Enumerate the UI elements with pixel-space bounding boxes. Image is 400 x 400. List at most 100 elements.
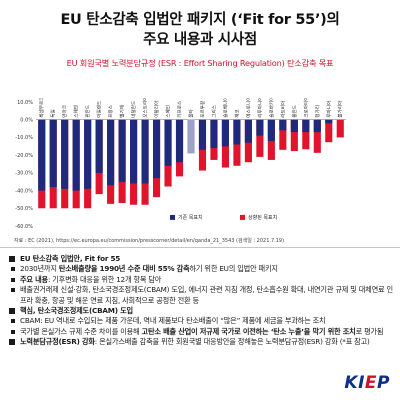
- small-square-bullet-icon: [11, 277, 15, 282]
- divider: [0, 247, 400, 248]
- category-label: 핀란드: [84, 105, 91, 118]
- category-label: 리투아니아: [256, 98, 263, 118]
- bar-existing-target: [175, 119, 184, 163]
- bar-raised-target: [279, 119, 287, 150]
- section-heading-text: 핵심, 탄소국경조정제도(CBAM) 도입: [20, 306, 133, 316]
- category-label: 이탈리아: [153, 100, 160, 118]
- legend-swatch-raised: [240, 214, 245, 220]
- category-label: 체코: [233, 109, 240, 117]
- bar-existing-target: [233, 119, 241, 145]
- bar-existing-target: [61, 119, 69, 189]
- bar-existing-target: [302, 119, 310, 133]
- bullet-item: 2030년까지 탄소배출량을 1990년 수준 대비 55% 감축하기 위한 E…: [9, 264, 394, 274]
- category-label: 네덜란드: [130, 101, 137, 118]
- kiep-logo: KIEP: [344, 373, 390, 393]
- category-label: 독일: [50, 109, 57, 117]
- bar-existing-target: [256, 119, 264, 136]
- square-bullet-icon: [9, 339, 15, 346]
- legend-label-existing: 기존 목표치: [178, 214, 203, 221]
- category-label: 에스토니아: [245, 98, 252, 118]
- category-label: 몰타: [188, 108, 195, 117]
- section-heading: 핵심, 탄소국경조정제도(CBAM) 도입: [9, 306, 394, 316]
- bar-chart: 10.0% 0.0% -10.0% -20.0% -30.0% -40.0% -50.0% -…: [15, 96, 346, 230]
- category-label: 슬로바키아: [268, 98, 275, 118]
- bullet-item: 국가별 온실가스 규제 수준 차이를 이용해 고탄소 배출 산업이 저규제 국가…: [9, 327, 394, 337]
- y-tick-label: -30.0%: [15, 171, 33, 177]
- bar-existing-target: [152, 119, 161, 179]
- category-label: 그리스: [210, 105, 217, 118]
- chart-area: 10.0% 0.0% -10.0% -20.0% -30.0% -40.0% -50.0% -…: [10, 96, 390, 232]
- bar-raised-target: [256, 119, 264, 157]
- section-heading: 노력분담규정(ESR) 강화: 온실가스배출 감축을 위한 회원국별 대응방안을…: [9, 337, 394, 347]
- y-tick-label: -50.0%: [15, 206, 33, 212]
- bar-raised-target: [313, 119, 321, 153]
- category-label: 오스트리아: [142, 98, 149, 118]
- category-label: 스웨덴: [73, 105, 80, 118]
- bar-existing-target: [141, 119, 149, 184]
- category-label: 루마니아: [325, 100, 332, 118]
- bar-existing-target: [198, 119, 207, 150]
- small-square-bullet-icon: [11, 319, 15, 324]
- section-heading-text: 노력분담규정(ESR) 강화: 온실가스배출 감축을 위한 회원국별 대응방안을…: [20, 337, 370, 347]
- bar-existing-target: [130, 119, 138, 184]
- bar-existing-target: [95, 119, 103, 173]
- category-label: 라트비아: [279, 100, 286, 118]
- category-label: 프랑스: [107, 105, 114, 118]
- y-tick-label: -10.0%: [15, 135, 33, 141]
- category-label: 슬로베니아: [222, 98, 229, 118]
- y-tick-label: -40.0%: [15, 188, 33, 194]
- category-label: 스페인: [165, 105, 172, 118]
- bar-existing-target: [118, 119, 126, 182]
- bar-existing-target: [84, 119, 92, 189]
- y-tick-label: -20.0%: [15, 153, 33, 159]
- bullet-item: 배출권거래제 신설·강화, 탄소국경조정제도(CBAM) 도입, 에너지 관련 …: [9, 285, 394, 306]
- category-label: 불가리아: [337, 100, 344, 118]
- small-square-bullet-icon: [11, 288, 15, 293]
- bar-existing-target: [49, 119, 57, 188]
- small-square-bullet-icon: [11, 267, 15, 272]
- category-label: 덴마크: [61, 105, 68, 118]
- chart-title: EU 회원국별 노력분담규정 (ESR : Effort Sharing Reg…: [66, 58, 334, 68]
- legend-swatch-existing: [170, 214, 175, 220]
- page-title-line1: EU 탄소감축 입법안 패키지 (‘Fit for 55’)의: [60, 12, 340, 28]
- category-label: 헝가리: [314, 105, 321, 118]
- bar-raised-target: [336, 119, 344, 138]
- section-heading-text: EU 탄소감축 입법안, Fit for 55: [20, 254, 121, 263]
- section-heading: EU 탄소감축 입법안, Fit for 55: [9, 254, 394, 264]
- bar-existing-target: [325, 119, 333, 124]
- bar-existing-target: [72, 119, 80, 191]
- bar-raised-target: [325, 119, 333, 143]
- bullet-item: CBAM: EU 역내로 수입되는 제품 가운데, 역내 제품보다 탄소배출이 …: [9, 316, 394, 326]
- category-label: 키프로스: [176, 101, 183, 118]
- category-label: 룩셈부르크: [38, 98, 45, 118]
- bar-existing-target: [279, 119, 287, 131]
- small-square-bullet-icon: [11, 329, 15, 334]
- bullet-item: 주요 내용: 기후변화 대응을 위한 12개 항목 담아: [9, 275, 394, 285]
- bar-existing-target: [38, 119, 46, 191]
- y-tick-label: 0.0%: [20, 118, 33, 124]
- category-label: 크로아티아: [302, 98, 309, 118]
- bar-raised-target: [290, 119, 298, 152]
- bar-existing-target: [221, 119, 230, 147]
- category-label: 폴란드: [291, 105, 298, 118]
- bar-existing-target: [187, 119, 195, 154]
- page-title-line2: 주요 내용과 시사점: [143, 32, 257, 48]
- source-note: 자료 : EC (2021), https://ec.europa.eu/com…: [14, 238, 285, 244]
- bar-existing-target: [107, 119, 115, 186]
- category-label: 포르투갈: [199, 100, 206, 118]
- bar-raised-target: [302, 119, 310, 150]
- title-block: EU 탄소감축 입법안 패키지 (‘Fit for 55’)의 주요 내용과 시…: [0, 0, 400, 69]
- category-label: 벨기에: [119, 105, 126, 118]
- bar-existing-target: [290, 119, 298, 133]
- legend-label-raised: 상향된 목표치: [248, 214, 277, 221]
- bar-existing-target: [164, 119, 172, 166]
- bar-existing-target: [313, 119, 321, 133]
- y-tick-label: -60.0%: [15, 224, 33, 230]
- bar-existing-target: [210, 119, 218, 149]
- summary-bullets: EU 탄소감축 입법안, Fit for 55 2030년까지 탄소배출량을 19…: [9, 254, 394, 348]
- bar-existing-target: [244, 119, 252, 143]
- square-bullet-icon: [9, 308, 15, 315]
- category-label: 아일랜드: [96, 101, 103, 118]
- y-tick-label: 10.0%: [17, 100, 33, 106]
